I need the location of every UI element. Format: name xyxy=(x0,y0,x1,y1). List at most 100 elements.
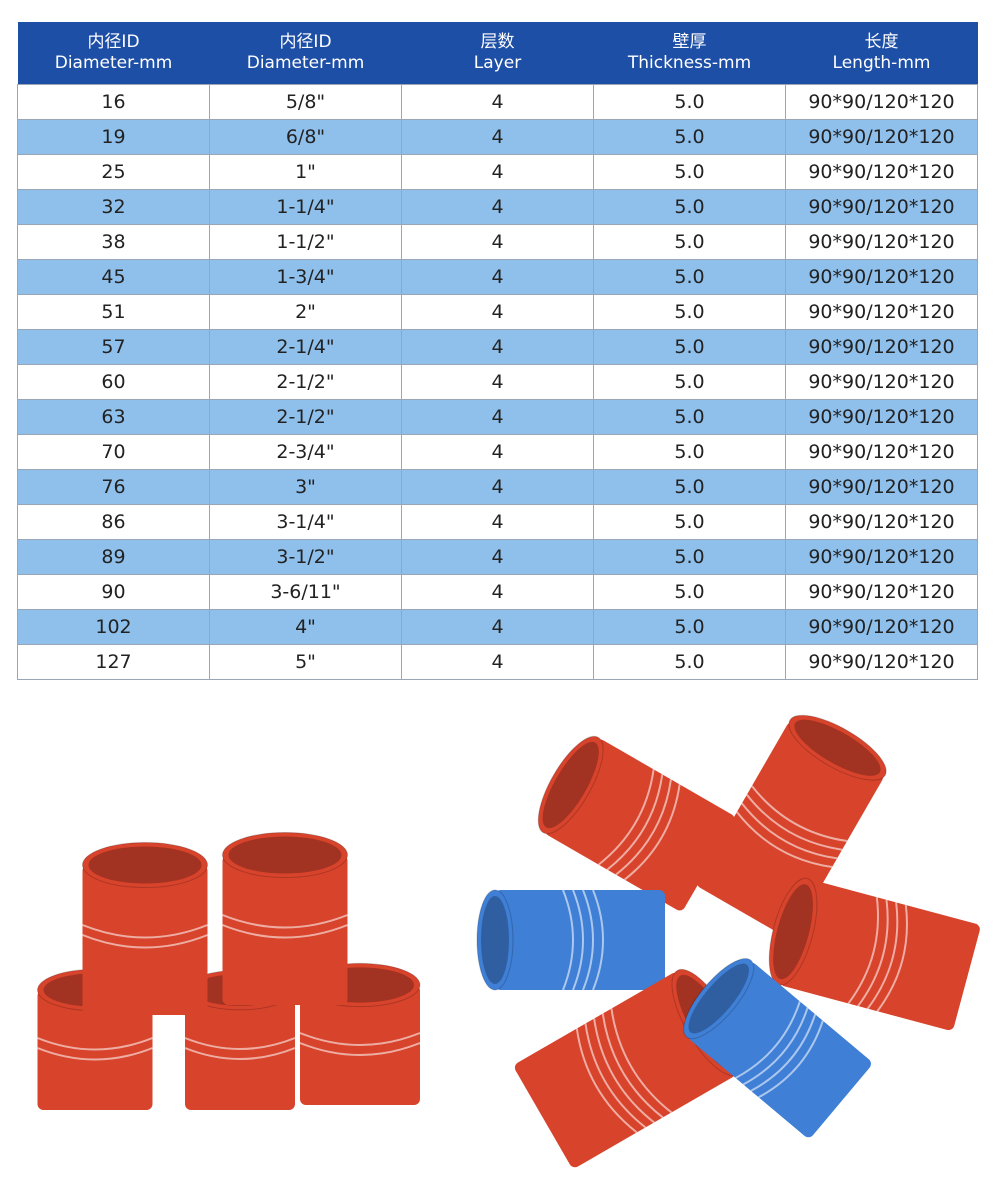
column-header: 长度 Length-mm xyxy=(785,22,978,85)
table-row: 38 1-1/2" 4 5.0 90*90/120*120 xyxy=(17,224,978,260)
table-cell: 2" xyxy=(209,294,402,330)
header-text: Diameter-mm xyxy=(54,53,173,73)
table-cell: 45 xyxy=(17,259,210,295)
table-row: 16 5/8" 4 5.0 90*90/120*120 xyxy=(17,84,978,120)
table-cell: 4 xyxy=(401,259,594,295)
table-cell: 63 xyxy=(17,399,210,435)
table-cell: 4 xyxy=(401,399,594,435)
header-text: 内径ID xyxy=(279,32,332,52)
table-row: 102 4" 4 5.0 90*90/120*120 xyxy=(17,609,978,645)
header-text: Diameter-mm xyxy=(246,53,365,73)
table-row: 19 6/8" 4 5.0 90*90/120*120 xyxy=(17,119,978,155)
table-cell: 5.0 xyxy=(593,644,786,680)
table-cell: 90*90/120*120 xyxy=(785,469,978,505)
table-row: 90 3-6/11" 4 5.0 90*90/120*120 xyxy=(17,574,978,610)
table-cell: 90 xyxy=(17,574,210,610)
header-text: Length-mm xyxy=(832,53,931,73)
table-cell: 89 xyxy=(17,539,210,575)
table-cell: 2-1/2" xyxy=(209,399,402,435)
table-row: 89 3-1/2" 4 5.0 90*90/120*120 xyxy=(17,539,978,575)
table-cell: 5.0 xyxy=(593,469,786,505)
table-cell: 102 xyxy=(17,609,210,645)
table-cell: 5.0 xyxy=(593,539,786,575)
table-cell: 4 xyxy=(401,154,594,190)
table-cell: 5" xyxy=(209,644,402,680)
header-text: 壁厚 xyxy=(672,32,707,52)
table-cell: 5.0 xyxy=(593,294,786,330)
table-cell: 127 xyxy=(17,644,210,680)
table-cell: 90*90/120*120 xyxy=(785,224,978,260)
table-cell: 4 xyxy=(401,434,594,470)
column-header: 内径ID Diameter-mm xyxy=(209,22,402,85)
table-cell: 90*90/120*120 xyxy=(785,504,978,540)
table-cell: 90*90/120*120 xyxy=(785,119,978,155)
table-row: 45 1-3/4" 4 5.0 90*90/120*120 xyxy=(17,259,978,295)
table-cell: 5.0 xyxy=(593,84,786,120)
table-row: 51 2" 4 5.0 90*90/120*120 xyxy=(17,294,978,330)
table-cell: 5.0 xyxy=(593,609,786,645)
table-cell: 6/8" xyxy=(209,119,402,155)
table-row: 63 2-1/2" 4 5.0 90*90/120*120 xyxy=(17,399,978,435)
table-cell: 5/8" xyxy=(209,84,402,120)
table-cell: 5.0 xyxy=(593,364,786,400)
table-cell: 90*90/120*120 xyxy=(785,364,978,400)
table-row: 70 2-3/4" 4 5.0 90*90/120*120 xyxy=(17,434,978,470)
table-cell: 1" xyxy=(209,154,402,190)
table-cell: 5.0 xyxy=(593,119,786,155)
table-cell: 5.0 xyxy=(593,504,786,540)
table-cell: 4 xyxy=(401,294,594,330)
table-cell: 4 xyxy=(401,329,594,365)
header-text: Thickness-mm xyxy=(627,53,752,73)
spec-table: 内径ID Diameter-mm 内径ID Diameter-mm 层数 Layer 壁厚 T… xyxy=(17,22,978,680)
column-header: 壁厚 Thickness-mm xyxy=(593,22,786,85)
header-text: 长度 xyxy=(864,32,899,52)
table-cell: 51 xyxy=(17,294,210,330)
table-row: 60 2-1/2" 4 5.0 90*90/120*120 xyxy=(17,364,978,400)
table-cell: 90*90/120*120 xyxy=(785,84,978,120)
table-cell: 4" xyxy=(209,609,402,645)
table-cell: 4 xyxy=(401,504,594,540)
table-cell: 4 xyxy=(401,364,594,400)
table-cell: 16 xyxy=(17,84,210,120)
table-cell: 5.0 xyxy=(593,574,786,610)
table-cell: 5.0 xyxy=(593,154,786,190)
hose-tube xyxy=(82,842,208,1015)
table-cell: 5.0 xyxy=(593,399,786,435)
table-cell: 90*90/120*120 xyxy=(785,539,978,575)
table-cell: 1-1/4" xyxy=(209,189,402,225)
table-cell: 1-3/4" xyxy=(209,259,402,295)
table-cell: 3-1/2" xyxy=(209,539,402,575)
hose-tube xyxy=(537,735,735,911)
table-row: 127 5" 4 5.0 90*90/120*120 xyxy=(17,644,978,680)
hose-tube xyxy=(768,877,980,1031)
table-row: 86 3-1/4" 4 5.0 90*90/120*120 xyxy=(17,504,978,540)
table-cell: 90*90/120*120 xyxy=(785,154,978,190)
hose-tube xyxy=(476,889,665,991)
table-cell: 90*90/120*120 xyxy=(785,329,978,365)
table-cell: 90*90/120*120 xyxy=(785,574,978,610)
table-cell: 90*90/120*120 xyxy=(785,399,978,435)
table-cell: 90*90/120*120 xyxy=(785,259,978,295)
table-cell: 4 xyxy=(401,189,594,225)
table-cell: 86 xyxy=(17,504,210,540)
table-cell: 38 xyxy=(17,224,210,260)
header-text: 内径ID xyxy=(87,32,140,52)
header-text: Layer xyxy=(473,53,522,73)
table-cell: 76 xyxy=(17,469,210,505)
hose-tube xyxy=(683,958,871,1138)
table-cell: 90*90/120*120 xyxy=(785,294,978,330)
table-cell: 57 xyxy=(17,329,210,365)
table-cell: 25 xyxy=(17,154,210,190)
table-cell: 70 xyxy=(17,434,210,470)
red-hose-stack-image xyxy=(37,832,421,1110)
header-text: 层数 xyxy=(480,32,515,52)
table-cell: 4 xyxy=(401,574,594,610)
table-cell: 4 xyxy=(401,539,594,575)
table-cell: 32 xyxy=(17,189,210,225)
table-cell: 90*90/120*120 xyxy=(785,189,978,225)
table-cell: 5.0 xyxy=(593,434,786,470)
table-cell: 5.0 xyxy=(593,329,786,365)
table-cell: 4 xyxy=(401,469,594,505)
table-cell: 1-1/2" xyxy=(209,224,402,260)
table-row: 32 1-1/4" 4 5.0 90*90/120*120 xyxy=(17,189,978,225)
